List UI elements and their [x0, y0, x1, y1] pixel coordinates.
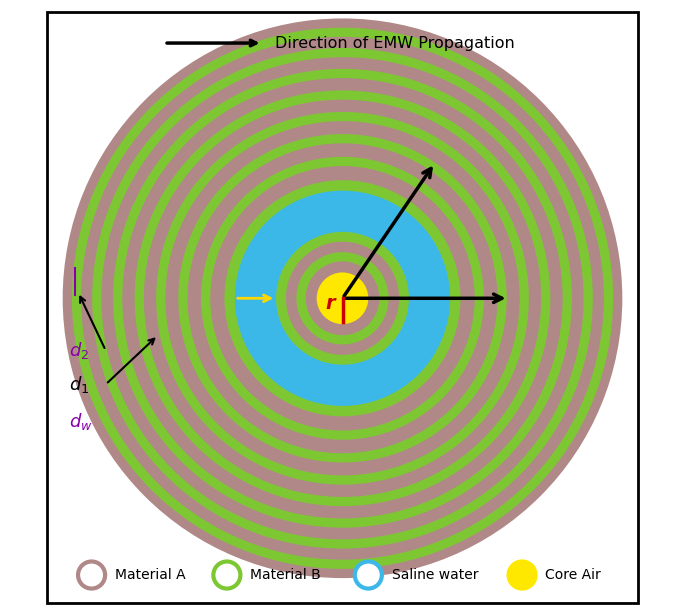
- Circle shape: [276, 232, 409, 365]
- Text: Core Air: Core Air: [545, 568, 601, 582]
- Circle shape: [81, 37, 604, 560]
- Circle shape: [72, 28, 613, 569]
- Circle shape: [201, 157, 484, 440]
- Text: Material B: Material B: [250, 568, 321, 582]
- Circle shape: [286, 242, 399, 355]
- Circle shape: [62, 18, 623, 578]
- Circle shape: [78, 561, 105, 589]
- Circle shape: [144, 100, 541, 497]
- Circle shape: [178, 134, 507, 462]
- Text: r: r: [325, 295, 335, 314]
- Circle shape: [355, 561, 382, 589]
- Circle shape: [316, 272, 369, 324]
- Circle shape: [101, 57, 584, 539]
- Text: Material A: Material A: [115, 568, 186, 582]
- Circle shape: [210, 166, 475, 430]
- Circle shape: [225, 180, 460, 416]
- Circle shape: [123, 78, 562, 518]
- Text: Saline water: Saline water: [392, 568, 478, 582]
- Circle shape: [235, 191, 450, 406]
- Circle shape: [508, 561, 536, 589]
- Circle shape: [156, 112, 529, 485]
- Text: $d_2$: $d_2$: [68, 340, 89, 361]
- Circle shape: [113, 69, 572, 528]
- Circle shape: [213, 561, 240, 589]
- Circle shape: [92, 48, 593, 549]
- Text: $d_w$: $d_w$: [68, 411, 92, 432]
- Circle shape: [306, 261, 379, 335]
- Circle shape: [297, 252, 388, 344]
- FancyBboxPatch shape: [47, 12, 638, 603]
- Circle shape: [135, 90, 550, 506]
- Circle shape: [188, 143, 497, 453]
- Text: $d_1$: $d_1$: [68, 374, 89, 395]
- Circle shape: [165, 121, 520, 475]
- Text: Direction of EMW Propagation: Direction of EMW Propagation: [275, 36, 514, 50]
